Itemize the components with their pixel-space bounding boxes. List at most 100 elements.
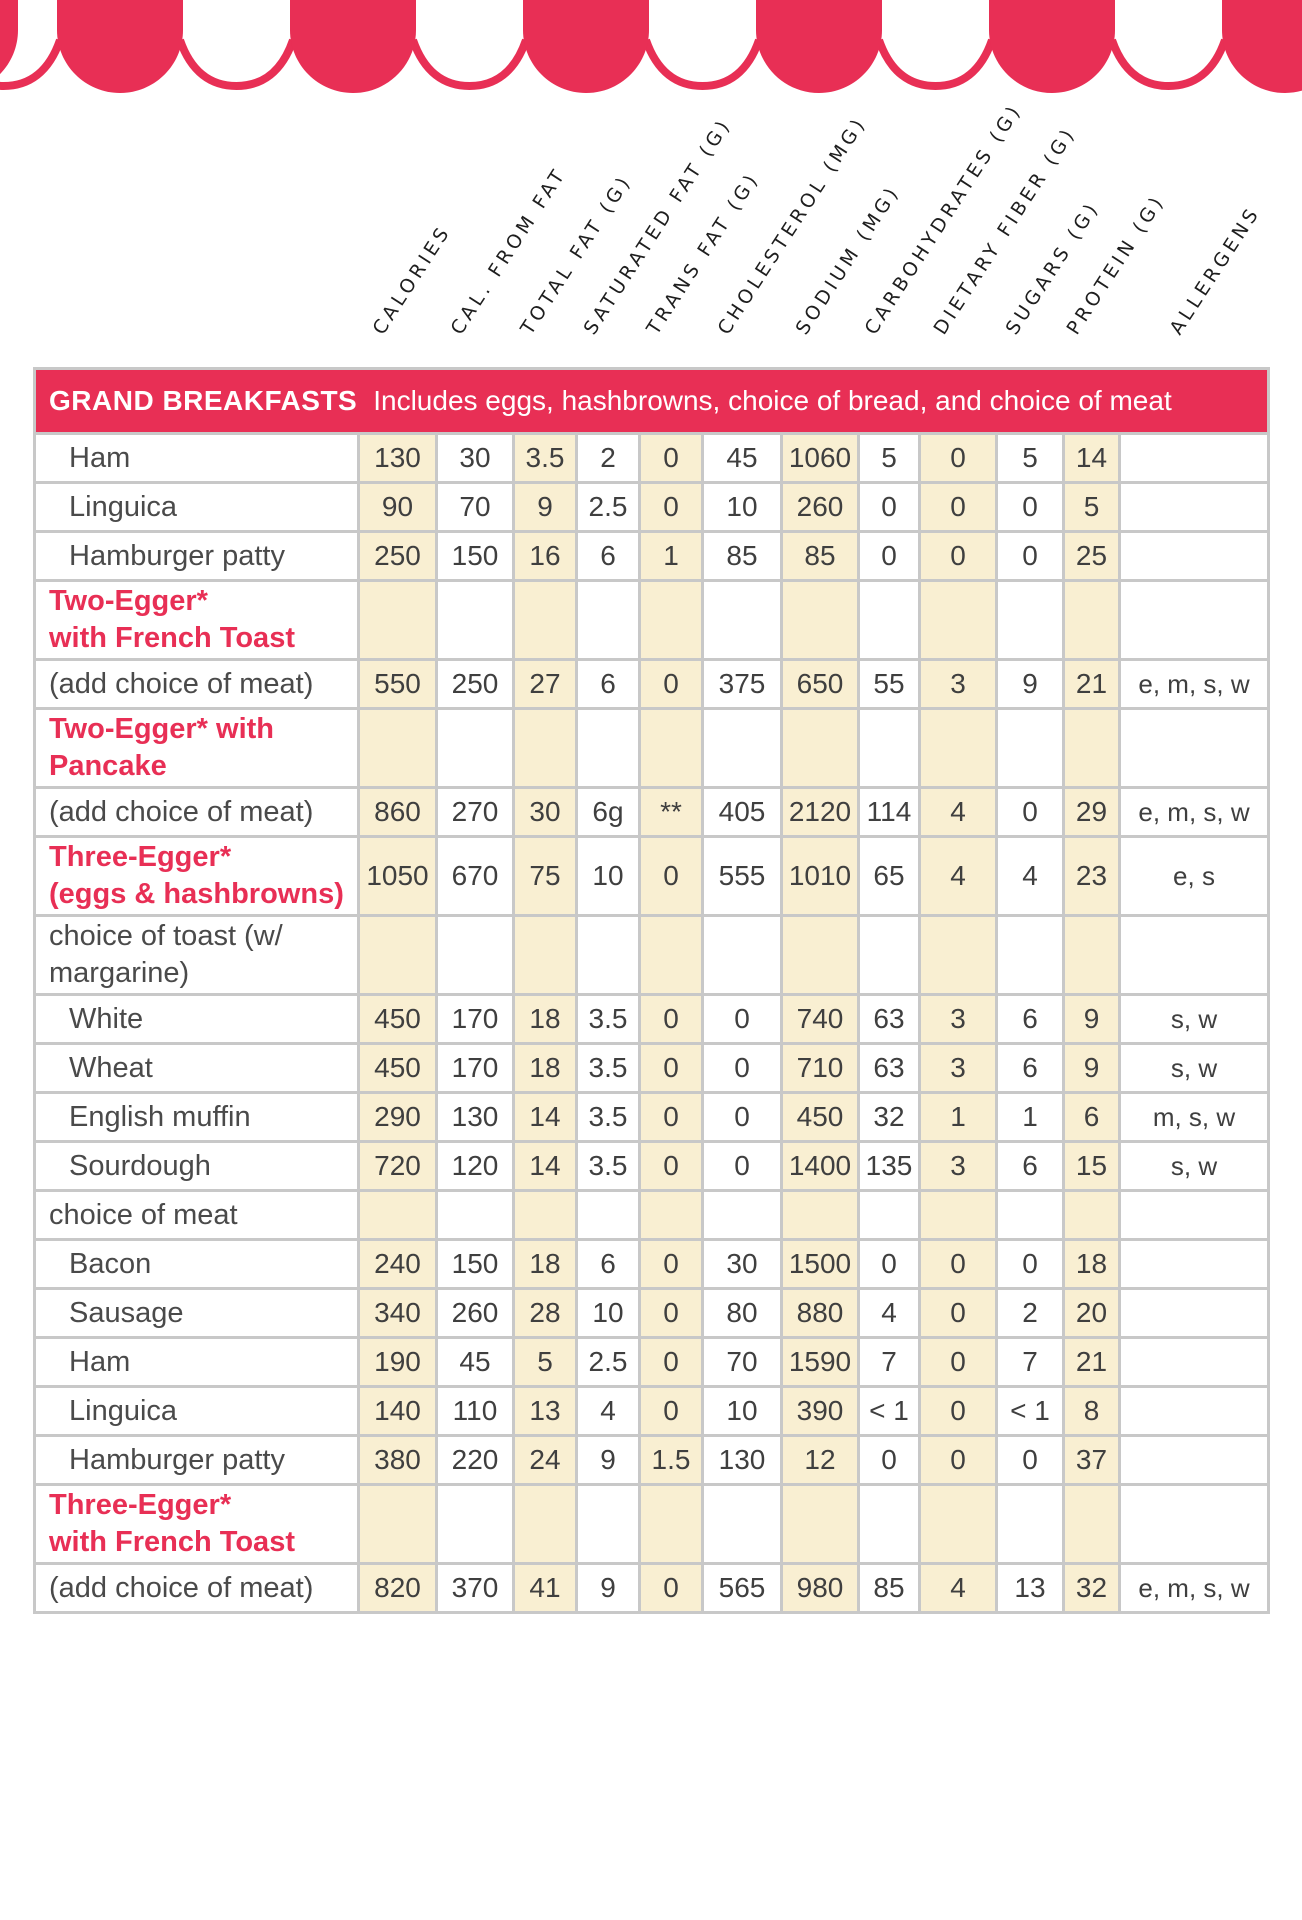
value-cell: 0	[995, 481, 1065, 533]
value-cell: 9	[1062, 993, 1121, 1045]
row-label: choice of meat	[33, 1189, 360, 1241]
value-cell: 24	[512, 1434, 578, 1486]
value-cell: 27	[512, 658, 578, 710]
value-cell: 670	[435, 835, 515, 917]
value-cell	[701, 914, 783, 996]
value-cell	[357, 579, 438, 661]
value-cell: 4	[857, 1287, 921, 1339]
row-label: Bacon	[33, 1238, 360, 1290]
value-cell	[512, 914, 578, 996]
value-cell: 3.5	[575, 1091, 641, 1143]
value-cell: 150	[435, 1238, 515, 1290]
value-cell	[638, 579, 704, 661]
value-cell: 6	[575, 658, 641, 710]
value-cell	[780, 579, 860, 661]
value-cell	[575, 707, 641, 789]
value-cell: 70	[435, 481, 515, 533]
value-cell: 30	[701, 1238, 783, 1290]
value-cell: 2	[575, 432, 641, 484]
value-cell: 4	[575, 1385, 641, 1437]
value-cell: 21	[1062, 1336, 1121, 1388]
value-cell: < 1	[995, 1385, 1065, 1437]
value-cell	[357, 1483, 438, 1565]
value-cell: 18	[512, 993, 578, 1045]
value-cell: 3.5	[512, 432, 578, 484]
value-cell: 10	[575, 1287, 641, 1339]
value-cell: 0	[638, 1042, 704, 1094]
value-cell: 28	[512, 1287, 578, 1339]
value-cell: 85	[780, 530, 860, 582]
row-label: Sausage	[33, 1287, 360, 1339]
value-cell: 13	[512, 1385, 578, 1437]
value-cell: 0	[638, 1091, 704, 1143]
value-cell: 290	[357, 1091, 438, 1143]
value-cell	[701, 1189, 783, 1241]
value-cell: 740	[780, 993, 860, 1045]
value-cell	[995, 1189, 1065, 1241]
row-label: (add choice of meat)	[33, 786, 360, 838]
value-cell: 0	[638, 1140, 704, 1192]
value-cell	[512, 707, 578, 789]
value-cell: 3	[918, 1140, 998, 1192]
value-cell: 2.5	[575, 1336, 641, 1388]
value-cell: 37	[1062, 1434, 1121, 1486]
value-cell: 555	[701, 835, 783, 917]
nutrition-table: GRAND BREAKFASTS Includes eggs, hashbrown…	[33, 367, 1270, 1614]
value-cell: 10	[701, 481, 783, 533]
value-cell	[1062, 579, 1121, 661]
row-label: Two-Egger* with French Toast	[33, 579, 360, 661]
table-row: Three-Egger* with French Toast	[33, 1483, 1270, 1565]
allergens-cell	[1118, 1336, 1270, 1388]
value-cell	[575, 1483, 641, 1565]
value-cell	[918, 1189, 998, 1241]
row-label: Ham	[33, 432, 360, 484]
value-cell: 2	[995, 1287, 1065, 1339]
value-cell: 14	[512, 1140, 578, 1192]
value-cell: 4	[918, 1562, 998, 1614]
value-cell	[435, 914, 515, 996]
allergens-cell	[1118, 914, 1270, 996]
value-cell: 0	[857, 530, 921, 582]
value-cell: 370	[435, 1562, 515, 1614]
value-cell: 820	[357, 1562, 438, 1614]
value-cell: 63	[857, 993, 921, 1045]
value-cell: 1	[638, 530, 704, 582]
value-cell: 190	[357, 1336, 438, 1388]
table-row: Two-Egger* with Pancake	[33, 707, 1270, 789]
value-cell: 0	[638, 481, 704, 533]
value-cell: 1590	[780, 1336, 860, 1388]
value-cell: 0	[857, 481, 921, 533]
value-cell: 720	[357, 1140, 438, 1192]
value-cell: 130	[357, 432, 438, 484]
row-label: Hamburger patty	[33, 1434, 360, 1486]
value-cell: **	[638, 786, 704, 838]
value-cell: 0	[918, 1385, 998, 1437]
allergens-cell	[1118, 1434, 1270, 1486]
value-cell: 65	[857, 835, 921, 917]
value-cell: 1050	[357, 835, 438, 917]
value-cell: 140	[357, 1385, 438, 1437]
value-cell: 3.5	[575, 1140, 641, 1192]
value-cell: 0	[995, 1434, 1065, 1486]
row-label: (add choice of meat)	[33, 1562, 360, 1614]
row-label: choice of toast (w/margarine)	[33, 914, 360, 996]
value-cell: 0	[701, 1042, 783, 1094]
allergens-cell	[1118, 1483, 1270, 1565]
value-cell: 85	[701, 530, 783, 582]
table-row: White 450 170 18 3.5 0 0 740 63 3 6 9 s, w	[33, 993, 1270, 1045]
row-label: Two-Egger* with Pancake	[33, 707, 360, 789]
table-row: choice of toast (w/margarine)	[33, 914, 1270, 996]
value-cell	[575, 914, 641, 996]
value-cell	[575, 1189, 641, 1241]
value-cell	[512, 1189, 578, 1241]
allergens-cell	[1118, 579, 1270, 661]
value-cell: 4	[995, 835, 1065, 917]
value-cell: 14	[512, 1091, 578, 1143]
value-cell: 9	[512, 481, 578, 533]
value-cell	[918, 914, 998, 996]
value-cell: 6	[995, 993, 1065, 1045]
value-cell	[1062, 1483, 1121, 1565]
value-cell: 260	[780, 481, 860, 533]
value-cell: 450	[780, 1091, 860, 1143]
value-cell: 0	[701, 993, 783, 1045]
